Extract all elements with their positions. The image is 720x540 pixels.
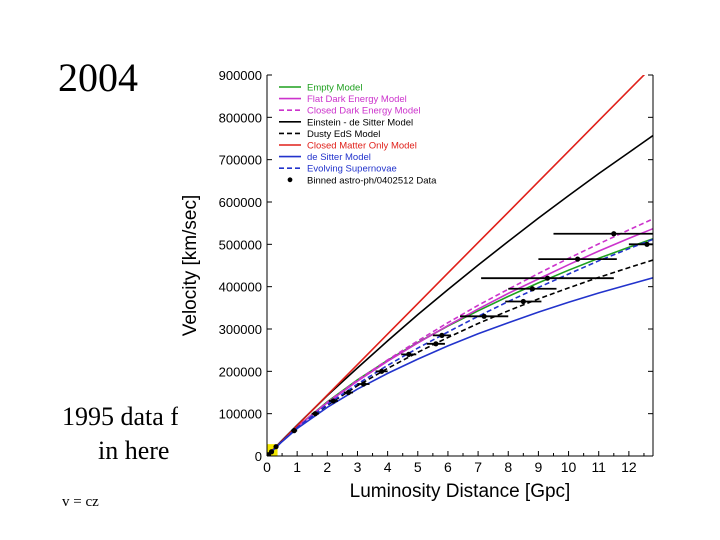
- y-tick-label: 300000: [219, 322, 262, 337]
- x-tick-label: 10: [561, 459, 577, 475]
- x-tick-label: 3: [354, 459, 362, 475]
- data-point: [330, 398, 336, 404]
- x-tick-label: 4: [384, 459, 392, 475]
- x-tick-label: 8: [504, 459, 512, 475]
- data-point: [268, 449, 275, 455]
- x-tick-label: 1: [293, 459, 301, 475]
- y-tick-label: 100000: [219, 407, 262, 422]
- legend-label: Closed Dark Energy Model: [307, 106, 421, 117]
- series-line-flat-dark-energy-model: [267, 227, 653, 456]
- y-axis-label: Velocity [km/sec]: [180, 195, 201, 337]
- data-point: [544, 275, 551, 281]
- series-line-closed-matter-only-model: [267, 75, 646, 456]
- data-point: [312, 411, 318, 417]
- chart-background: [178, 70, 664, 510]
- x-tick-label: 6: [444, 459, 452, 475]
- legend-label: Closed Matter Only Model: [307, 141, 417, 152]
- y-tick-label: 600000: [219, 195, 262, 210]
- x-tick-label: 9: [535, 459, 543, 475]
- data-point: [406, 351, 412, 357]
- series-line-de-sitter-model: [267, 277, 653, 456]
- x-tick-label: 7: [474, 459, 482, 475]
- x-tick-label: 11: [591, 459, 606, 475]
- y-tick-label: 500000: [219, 237, 262, 252]
- series-line-dusty-eds-model: [267, 259, 653, 456]
- legend-swatch-data: [287, 177, 293, 183]
- data-point: [345, 389, 352, 396]
- legend-label: Flat Dark Energy Model: [307, 94, 407, 105]
- y-tick-label: 700000: [219, 153, 262, 168]
- data-point: [273, 444, 279, 450]
- legend-label: Dusty EdS Model: [307, 129, 380, 140]
- x-tick-label: 2: [323, 459, 331, 475]
- data-point: [644, 241, 650, 247]
- legend-label: de Sitter Model: [307, 152, 371, 163]
- data-point: [529, 286, 535, 292]
- data-point: [611, 231, 617, 237]
- series-line-evolving-supernovae: [267, 238, 653, 456]
- y-tick-label: 900000: [219, 70, 262, 83]
- y-tick-label: 200000: [219, 364, 262, 379]
- data-point: [360, 381, 367, 387]
- data-point: [378, 368, 385, 374]
- data-point: [291, 428, 297, 434]
- data-point: [575, 256, 581, 262]
- legend-label: Empty Model: [307, 83, 362, 94]
- data-point: [439, 332, 445, 338]
- y-tick-label: 0: [255, 449, 262, 464]
- x-tick-label: 12: [621, 459, 637, 475]
- legend-label: Binned astro-ph/0402512 Data: [307, 175, 437, 186]
- slide-title: 2004: [58, 55, 138, 100]
- series-line-closed-dark-energy-model: [267, 218, 653, 456]
- data-point: [433, 341, 439, 347]
- data-point: [520, 298, 526, 305]
- x-tick-label: 0: [263, 459, 271, 475]
- footer-formula: v = cz: [62, 494, 99, 510]
- x-tick-label: 5: [414, 459, 422, 475]
- data-point: [481, 313, 487, 319]
- legend-label: Evolving Supernovae: [307, 164, 397, 175]
- y-tick-label: 800000: [219, 110, 262, 125]
- y-tick-label: 400000: [219, 280, 262, 295]
- legend-label: Einstein - de Sitter Model: [307, 117, 413, 128]
- x-axis-label: Luminosity Distance [Gpc]: [350, 481, 571, 502]
